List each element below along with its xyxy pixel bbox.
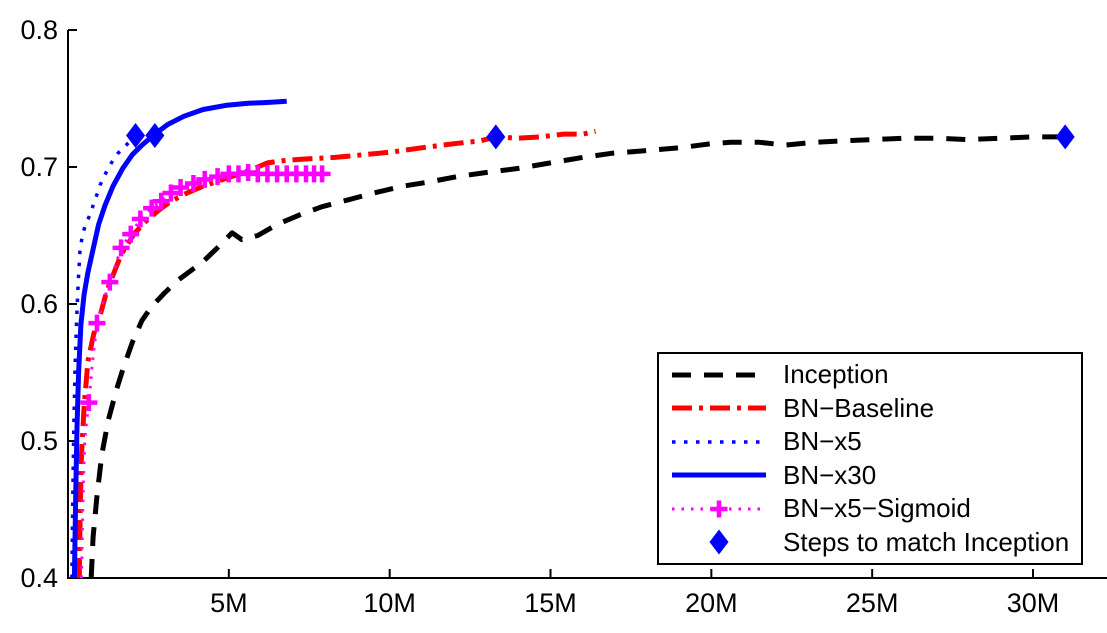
legend-label: BN−x30 bbox=[783, 459, 877, 490]
legend-label: Steps to match Inception bbox=[783, 526, 1070, 557]
legend: Inception BN−Baseline BN−x5 BN−x30 BN−x5… bbox=[657, 352, 1083, 565]
legend-sample-bn-x5-dotted-line bbox=[672, 440, 766, 444]
x-tick-label: 5M bbox=[210, 588, 248, 618]
legend-sample-inception-dashed-line bbox=[672, 372, 766, 378]
y-tick-label: 0.8 bbox=[20, 15, 58, 45]
y-tick-label: 0.7 bbox=[20, 152, 58, 182]
x-tick-label: 20M bbox=[685, 588, 738, 618]
legend-item-inception: Inception bbox=[669, 359, 1081, 391]
legend-sample-bn-baseline-dashdot-line bbox=[672, 405, 766, 411]
y-tick-label: 0.4 bbox=[20, 563, 58, 593]
legend-item-bn-x30: BN−x30 bbox=[669, 459, 1081, 491]
legend-item-bn-baseline: BN−Baseline bbox=[669, 392, 1081, 424]
legend-sample-bn-x30-solid-line bbox=[672, 472, 766, 478]
legend-item-bn-x5-sigmoid: BN−x5−Sigmoid bbox=[669, 493, 1081, 525]
legend-item-bn-x5: BN−x5 bbox=[669, 426, 1081, 458]
y-tick-label: 0.5 bbox=[20, 426, 58, 456]
x-tick-label: 30M bbox=[1006, 588, 1060, 618]
legend-label: Inception bbox=[783, 359, 889, 390]
legend-item-steps-to-match: Steps to match Inception bbox=[669, 526, 1081, 558]
y-tick-label: 0.6 bbox=[20, 289, 58, 319]
x-tick-label: 15M bbox=[524, 588, 577, 618]
legend-label: BN−Baseline bbox=[783, 392, 935, 423]
legend-label: BN−x5−Sigmoid bbox=[783, 493, 971, 524]
x-tick-label: 10M bbox=[363, 588, 416, 618]
legend-sample-bn-x5-sigmoid-plus-marker bbox=[672, 500, 766, 518]
x-tick-label: 25M bbox=[845, 588, 899, 618]
legend-label: BN−x5 bbox=[783, 426, 862, 457]
diamond-icon bbox=[709, 529, 729, 555]
